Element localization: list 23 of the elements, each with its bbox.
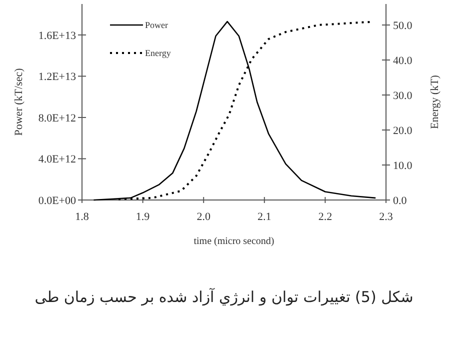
y2-tick-label: 30.0 xyxy=(393,90,413,102)
y2-tick-label: 20.0 xyxy=(393,125,413,137)
x-tick-label: 2.1 xyxy=(258,211,272,223)
y-axis-title: Power (kT/sec) xyxy=(13,68,25,136)
legend-label: Power xyxy=(145,20,168,30)
y-tick-label: 1.6E+13 xyxy=(38,30,76,42)
y-tick-label: 4.0E+12 xyxy=(38,154,76,166)
y2-tick-label: 50.0 xyxy=(393,20,413,32)
legend-label: Energy xyxy=(145,48,172,58)
x-tick-label: 1.9 xyxy=(136,211,150,223)
y-tick-label: 0.0E+00 xyxy=(38,195,76,207)
x-tick-label: 2.3 xyxy=(379,211,394,223)
x-tick-label: 2.0 xyxy=(196,211,211,223)
y-tick-label: 8.0E+12 xyxy=(38,112,76,124)
y2-tick-label: 0.0 xyxy=(393,195,408,207)
text: شکل (5) تغییرات توان و انرژي آزاد شده بر حسب زمان طی xyxy=(34,287,414,306)
x-tick-label: 2.2 xyxy=(318,211,332,223)
x-tick-label: 1.8 xyxy=(75,211,90,223)
y2-axis-title: Energy (kT) xyxy=(429,74,441,129)
y2-tick-label: 10.0 xyxy=(393,160,413,172)
x-axis-title: time (micro second) xyxy=(194,236,274,247)
y-tick-label: 1.2E+13 xyxy=(38,71,76,84)
y2-tick-label: 40.0 xyxy=(393,55,413,67)
